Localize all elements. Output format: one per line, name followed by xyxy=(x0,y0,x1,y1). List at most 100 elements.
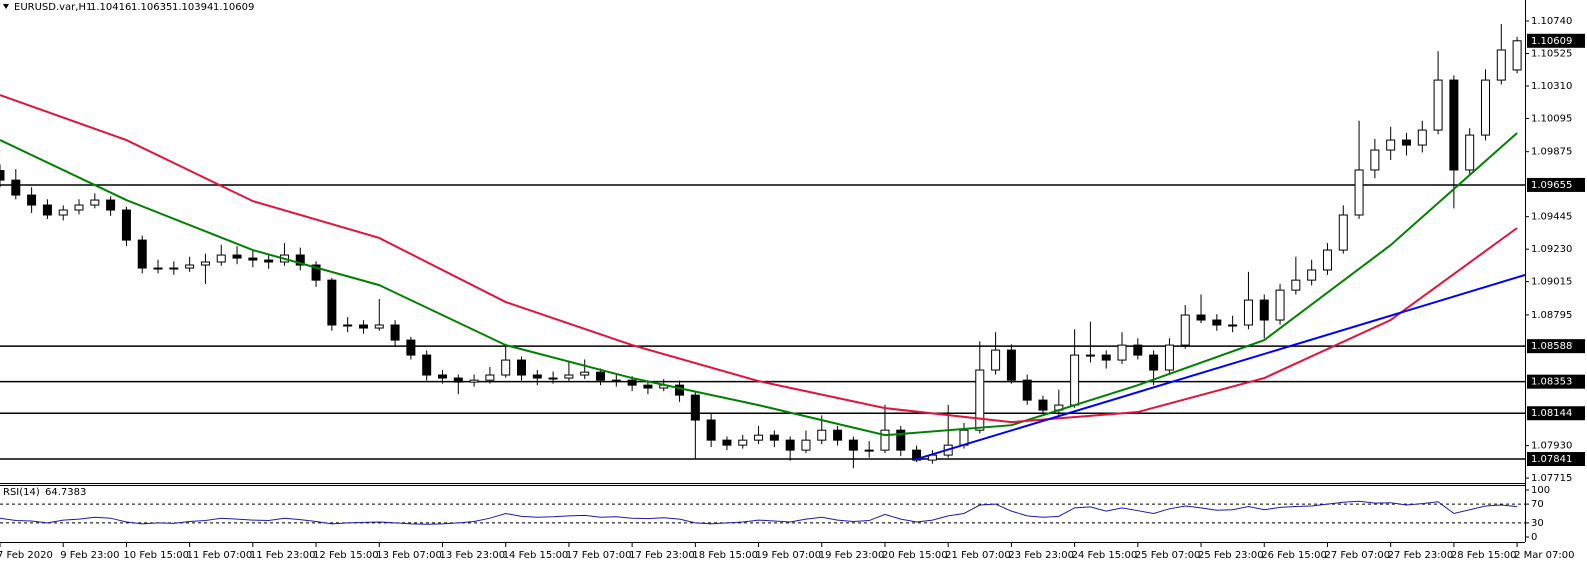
candle-body xyxy=(437,374,447,379)
candle-body xyxy=(106,199,116,211)
x-tick-label: 20 Feb 15:00 xyxy=(882,550,948,561)
candle-body xyxy=(343,324,353,327)
candle-body xyxy=(485,374,495,381)
y-tick-label: 1.09230 xyxy=(1531,244,1572,255)
candle-body xyxy=(121,209,131,241)
y-tick-label: 1.07715 xyxy=(1531,473,1572,484)
y-tick-label: 1.09875 xyxy=(1531,147,1572,158)
candle-body xyxy=(1038,399,1048,411)
candle-body xyxy=(374,324,384,329)
x-tick-label: 26 Feb 15:00 xyxy=(1261,550,1327,561)
y-tick-label: 1.09445 xyxy=(1531,212,1572,223)
candle-body xyxy=(311,264,321,281)
x-tick-label: 2 Mar 07:00 xyxy=(1514,550,1574,561)
candle-body xyxy=(358,324,368,329)
x-tick-label: 9 Feb 23:00 xyxy=(60,550,119,561)
rsi-y-tick-label: 100 xyxy=(1531,485,1550,496)
candle-body xyxy=(675,384,685,396)
y-tick-label: 1.09015 xyxy=(1531,277,1572,288)
candle-body xyxy=(738,439,748,446)
x-tick-label: 13 Feb 07:00 xyxy=(376,550,442,561)
candle-body xyxy=(1085,354,1095,357)
candle-body xyxy=(1101,354,1111,361)
candle-body xyxy=(1370,149,1380,171)
candle-body xyxy=(1243,299,1253,326)
x-tick-label: 27 Feb 07:00 xyxy=(1324,550,1390,561)
x-tick-label: 18 Feb 15:00 xyxy=(692,550,758,561)
candle-body xyxy=(1022,379,1032,401)
candle-body xyxy=(596,371,606,381)
candle-body xyxy=(864,449,874,452)
candle-body xyxy=(469,379,479,383)
candle-body xyxy=(833,429,843,441)
rsi-value: 64.7383 xyxy=(45,487,86,498)
candle-body xyxy=(1070,354,1080,406)
candle-body xyxy=(880,429,890,451)
candle-body xyxy=(801,439,811,451)
candle-body xyxy=(1196,314,1206,321)
candle-body xyxy=(643,384,653,389)
x-tick-label: 27 Feb 23:00 xyxy=(1388,550,1454,561)
x-tick-label: 19 Feb 23:00 xyxy=(819,550,885,561)
candle-body xyxy=(58,209,68,216)
candle-body xyxy=(90,199,100,206)
candle-body xyxy=(406,339,416,356)
candle-body xyxy=(1322,249,1332,271)
candle-body xyxy=(548,377,558,380)
candle-body xyxy=(975,369,985,431)
candle-body xyxy=(264,259,274,263)
rsi-panel xyxy=(0,500,1525,525)
candle-body xyxy=(1133,344,1143,356)
candle-body xyxy=(185,264,195,269)
level-label-box xyxy=(1527,406,1585,421)
level-label-box xyxy=(1527,452,1585,467)
header-close: 1.10609 xyxy=(213,2,254,13)
candle-body xyxy=(1512,40,1522,71)
rsi-y-tick-label: 70 xyxy=(1531,499,1544,510)
x-tick-label: 25 Feb 07:00 xyxy=(1135,550,1201,561)
candle-body xyxy=(1401,139,1411,146)
price-panel xyxy=(0,24,1525,469)
y-tick-label: 1.10095 xyxy=(1531,113,1572,124)
candle-body xyxy=(769,434,779,441)
overlay-line xyxy=(0,94,1518,424)
candle-body xyxy=(27,194,37,206)
last-price-label: 1.10609 xyxy=(1531,36,1572,47)
level-label-box xyxy=(1527,177,1585,192)
candle-body xyxy=(1164,344,1174,371)
candle-body xyxy=(422,354,432,376)
candle-body xyxy=(42,204,52,216)
x-tick-label: 11 Feb 23:00 xyxy=(250,550,316,561)
x-tick-label: 13 Feb 23:00 xyxy=(439,550,505,561)
candle-body xyxy=(817,429,827,441)
x-tick-label: 10 Feb 15:00 xyxy=(123,550,189,561)
candle-body xyxy=(74,204,84,211)
candle-body xyxy=(785,439,795,451)
candle-body xyxy=(137,239,147,269)
candle-body xyxy=(991,349,1001,371)
candle-body xyxy=(754,434,764,441)
menu-arrow xyxy=(3,4,9,9)
candle-body xyxy=(611,379,621,382)
level-label-box xyxy=(1527,374,1585,389)
y-tick-label: 1.08795 xyxy=(1531,310,1572,321)
candle-body xyxy=(1338,214,1348,251)
candle-body xyxy=(232,254,242,259)
x-tick-label: 12 Feb 15:00 xyxy=(313,550,379,561)
x-tick-label: 14 Feb 15:00 xyxy=(503,550,569,561)
y-tick-label: 1.10525 xyxy=(1531,48,1572,59)
candle-body xyxy=(627,379,637,386)
y-tick-label: 1.07930 xyxy=(1531,441,1572,452)
level-label: 1.08144 xyxy=(1531,408,1572,419)
rsi-name: RSI(14) xyxy=(3,487,40,498)
candle-body xyxy=(848,439,858,451)
candle-body xyxy=(532,374,542,379)
x-tick-label: 7 Feb 2020 xyxy=(0,550,53,561)
axes: 1.10740 1.10525 1.10310 1.10095 1.09875 1.094… xyxy=(0,16,1585,561)
level-label: 1.07841 xyxy=(1531,454,1572,465)
x-tick-label: 25 Feb 23:00 xyxy=(1198,550,1264,561)
symbol-title: EURUSD.var,H1 xyxy=(14,2,92,13)
